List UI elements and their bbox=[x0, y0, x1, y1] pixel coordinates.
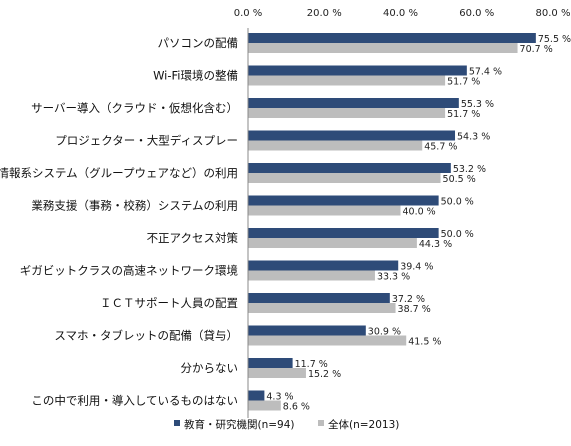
legend: 教育・研究機関(n=94) 全体(n=2013) bbox=[174, 418, 399, 431]
bar-series-2 bbox=[248, 205, 401, 216]
value-label-series-1: 55.3 % bbox=[461, 99, 494, 110]
category-label: パソコンの配備 bbox=[158, 36, 239, 50]
bar-series-2 bbox=[248, 238, 417, 248]
bar-series-1 bbox=[248, 65, 467, 76]
value-label-series-2: 70.7 % bbox=[520, 44, 553, 55]
value-label-series-1: 57.4 % bbox=[469, 67, 502, 78]
category-label: 分からない bbox=[181, 361, 239, 375]
category-label: Wi-Fi環境の整備 bbox=[153, 69, 238, 83]
bar-series-1 bbox=[248, 228, 439, 238]
bar-series-1 bbox=[248, 390, 265, 401]
x-axis-ticks: 0.0 % 20.0 % 40.0 % 60.0 % 80.0 % bbox=[234, 8, 571, 19]
bar-series-1 bbox=[248, 98, 459, 108]
bar-series-2 bbox=[248, 75, 446, 86]
value-label-series-2: 33.3 % bbox=[377, 272, 410, 283]
bar-series-1 bbox=[248, 33, 536, 43]
value-label-series-1: 30.9 % bbox=[368, 327, 401, 338]
bar-series-2 bbox=[248, 43, 518, 53]
bar-series-2 bbox=[248, 173, 441, 183]
category-label: プロジェクター・大型ディスプレー bbox=[55, 134, 238, 148]
legend-label-series-1: 教育・研究機関(n=94) bbox=[184, 418, 295, 431]
bar-series-1 bbox=[248, 195, 439, 206]
value-label-series-1: 11.7 % bbox=[295, 359, 328, 370]
value-label-series-1: 53.2 % bbox=[453, 164, 486, 175]
value-label-series-2: 40.0 % bbox=[403, 207, 436, 218]
value-label-series-2: 15.2 % bbox=[308, 369, 341, 380]
value-label-series-2: 44.3 % bbox=[419, 239, 452, 250]
category-label: スマホ・タブレットの配備（貸与） bbox=[54, 329, 238, 343]
value-label-series-2: 51.7 % bbox=[447, 109, 480, 120]
bar-series-1 bbox=[248, 130, 456, 141]
bar-series-2 bbox=[248, 335, 407, 346]
x-tick-label: 60.0 % bbox=[459, 8, 494, 19]
category-label: 業務支援（事務・校務）システムの利用 bbox=[31, 199, 238, 213]
category-label: この中で利用・導入しているものはない bbox=[31, 394, 238, 408]
value-labels: 75.5 % 57.4 % 55.3 % 54.3 % 53.2 % 50.0 % 50.0… bbox=[266, 34, 571, 413]
category-label: サーバー導入（クラウド・仮想化含む） bbox=[31, 101, 238, 115]
value-label-series-2: 38.7 % bbox=[398, 304, 431, 315]
category-label: 情報系システム（グループウェアなど）の利用 bbox=[0, 166, 238, 180]
bar-series-1 bbox=[248, 358, 293, 368]
bar-series-2 bbox=[248, 368, 306, 378]
category-label: ギガビットクラスの高速ネットワーク環境 bbox=[20, 264, 238, 278]
bars bbox=[248, 33, 536, 411]
legend-swatch-series-2 bbox=[318, 420, 324, 426]
bar-series-1 bbox=[248, 163, 451, 173]
value-label-series-1: 54.3 % bbox=[457, 132, 490, 143]
legend-label-series-2: 全体(n=2013) bbox=[328, 418, 399, 431]
bar-series-2 bbox=[248, 303, 396, 313]
value-label-series-1: 37.2 % bbox=[392, 294, 425, 305]
bar-series-1 bbox=[248, 325, 366, 336]
value-label-series-1: 4.3 % bbox=[266, 392, 293, 403]
category-label: 不正アクセス対策 bbox=[147, 231, 239, 245]
bar-series-1 bbox=[248, 293, 390, 303]
value-label-series-2: 51.7 % bbox=[447, 77, 480, 88]
x-tick-label: 20.0 % bbox=[307, 8, 342, 19]
x-tick-label: 0.0 % bbox=[234, 8, 263, 19]
value-label-series-2: 41.5 % bbox=[408, 337, 441, 348]
category-label: ＩＣＴサポート人員の配置 bbox=[100, 296, 238, 310]
x-tick-label: 80.0 % bbox=[536, 8, 571, 19]
legend-swatch-series-1 bbox=[174, 420, 180, 426]
x-tick-label: 40.0 % bbox=[383, 8, 418, 19]
bar-series-2 bbox=[248, 270, 375, 281]
value-label-series-1: 50.0 % bbox=[441, 229, 474, 240]
bar-series-2 bbox=[248, 108, 446, 118]
value-label-series-1: 75.5 % bbox=[538, 34, 571, 45]
bar-series-2 bbox=[248, 400, 281, 411]
value-label-series-2: 45.7 % bbox=[424, 142, 457, 153]
value-label-series-2: 8.6 % bbox=[283, 402, 310, 413]
value-label-series-1: 50.0 % bbox=[441, 197, 474, 208]
value-label-series-2: 50.5 % bbox=[443, 174, 476, 185]
bar-series-2 bbox=[248, 140, 423, 151]
value-label-series-1: 39.4 % bbox=[400, 262, 433, 273]
bar-series-1 bbox=[248, 260, 399, 271]
